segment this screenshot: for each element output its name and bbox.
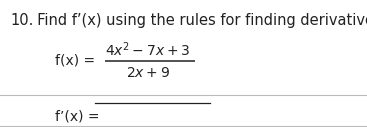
Text: $2x + 9$: $2x + 9$: [126, 66, 170, 80]
Text: f’(x) =: f’(x) =: [55, 109, 104, 123]
Text: Find f’(x) using the rules for finding derivatives: Find f’(x) using the rules for finding d…: [28, 13, 367, 28]
Text: 10.: 10.: [10, 13, 33, 28]
Text: f(x) =: f(x) =: [55, 54, 95, 68]
Text: $4x^2 - 7x + 3$: $4x^2 - 7x + 3$: [105, 41, 190, 59]
